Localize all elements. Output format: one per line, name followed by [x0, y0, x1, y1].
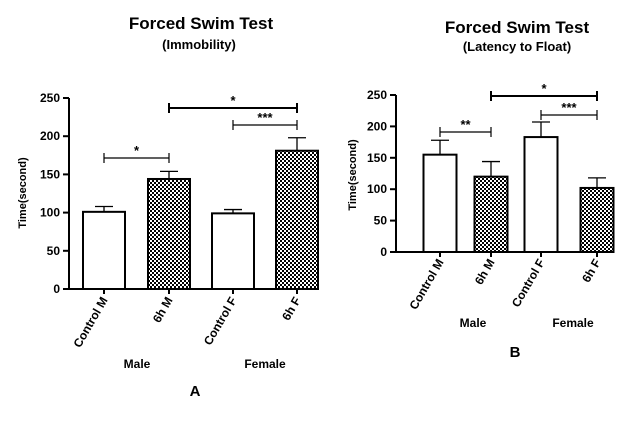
panel-a-plot: 0 50 100 150 200 250 Control M 6h M Control F 6h …: [40, 91, 319, 371]
panel-a-category-label: 6h F: [279, 295, 303, 323]
panel-b-category-label: Control F: [509, 257, 548, 310]
panel-a-y-tick-label: 200: [40, 129, 60, 143]
panel-b-category-label: Control M: [406, 257, 446, 312]
panel-a-letter: A: [190, 383, 201, 400]
panel-b-group-label: Male: [460, 316, 487, 330]
panel-b-category-label: 6h M: [472, 257, 498, 288]
panel-b-y-tick-label: 100: [367, 182, 387, 196]
panel-a-bar: [82, 210, 126, 290]
panel-b-y-tick-label: 50: [374, 214, 388, 228]
panel-b-bar: [579, 186, 615, 253]
panel-b-significance-label: *: [541, 81, 547, 96]
panel-b-significance-label: ***: [561, 100, 577, 115]
panel-b-bar: [473, 175, 509, 253]
panel-b: Forced Swim Test (Latency to Float) Time…: [347, 18, 615, 361]
panel-b-subtitle: (Latency to Float): [463, 39, 571, 54]
panel-a-subtitle: (Immobility): [162, 37, 236, 52]
panel-b-y-tick-label: 200: [367, 119, 387, 133]
panel-a-y-tick-label: 0: [53, 282, 60, 296]
panel-a-significance-label: *: [134, 143, 140, 158]
panel-b-y-tick-label: 0: [380, 245, 387, 259]
panel-b-letter: B: [510, 344, 521, 361]
panel-a-y-tick-label: 100: [40, 206, 60, 220]
panel-b-significance-label: **: [460, 117, 471, 132]
panel-b-group-label: Female: [552, 316, 594, 330]
panel-a-group-label: Male: [124, 357, 151, 371]
panel-a: Forced Swim Test (Immobility) Time(secon…: [17, 14, 319, 400]
panel-b-y-tick-label: 250: [367, 88, 387, 102]
panel-b-y-label: Time(second): [347, 139, 359, 211]
panel-a-category-label: Control M: [70, 295, 110, 350]
panel-a-bar: [275, 149, 319, 290]
panel-a-significance-label: ***: [257, 110, 273, 125]
panel-a-significance-label: *: [230, 93, 236, 108]
panel-a-y-tick-label: 150: [40, 167, 60, 181]
panel-a-group-label: Female: [244, 357, 286, 371]
panel-b-bar: [422, 153, 458, 253]
panel-a-title: Forced Swim Test: [129, 14, 274, 33]
panel-a-bar: [147, 177, 191, 290]
panel-a-y-tick-label: 50: [47, 244, 61, 258]
panel-a-category-label: Control F: [201, 295, 240, 348]
panel-a-y-label: Time(second): [17, 157, 29, 229]
panel-b-title: Forced Swim Test: [445, 18, 590, 37]
panel-a-bar: [211, 212, 255, 290]
panel-b-y-tick-label: 150: [367, 151, 387, 165]
panel-b-category-label: 6h F: [579, 257, 603, 285]
panel-a-y-tick-label: 250: [40, 91, 60, 105]
panel-a-category-label: 6h M: [150, 295, 176, 326]
panel-b-plot: 0 50 100 150 200 250 Control M 6h M Control F 6h …: [367, 81, 615, 330]
panel-b-bar: [523, 136, 559, 254]
